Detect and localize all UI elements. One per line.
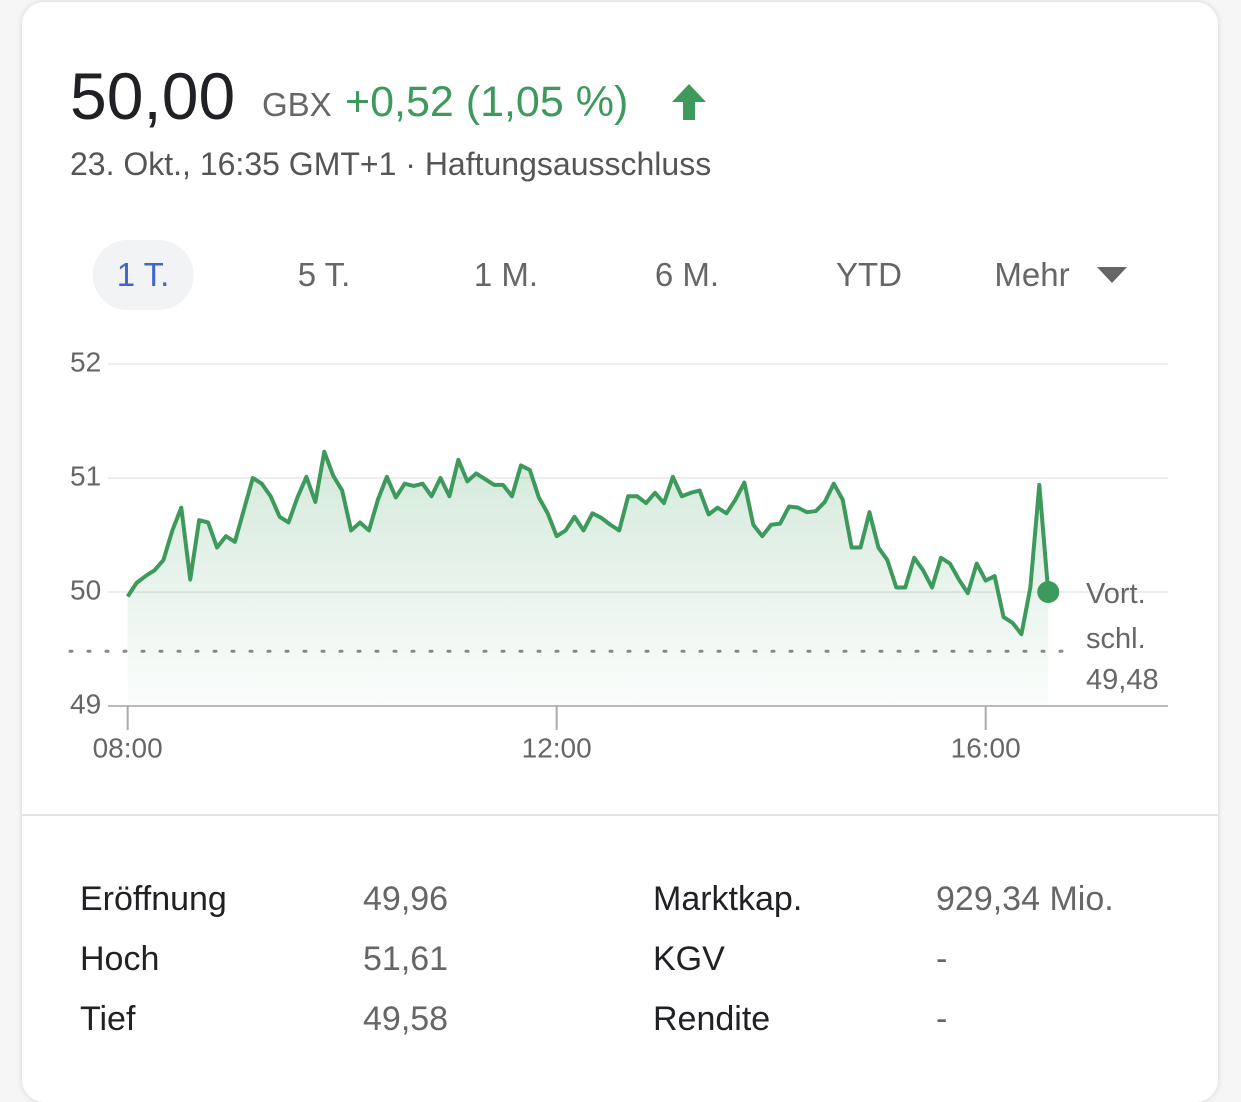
tab[interactable]: 6 M. [654, 256, 720, 293]
stat-cell: 49,58 [363, 1000, 449, 1038]
stat-cell: 49,96 [363, 880, 449, 918]
dropdown-caret [1097, 267, 1127, 283]
separator: · [405, 146, 416, 182]
stat-cell: KGV [653, 940, 725, 978]
timestamp: 23. Okt., 16:35 GMT+1 [70, 146, 397, 182]
tab[interactable]: Mehr [994, 256, 1070, 293]
x-tick-label: 12:00 [522, 732, 592, 763]
stat-cell: Hoch [80, 940, 160, 978]
page: 50,00 GBX +0,52 (1,05 %) 23. Okt., 16:35… [22, 59, 1218, 1038]
change: +0,52 (1,05 %) [345, 78, 629, 126]
divider [22, 814, 1218, 816]
stat-cell: - [936, 1000, 948, 1038]
disclaimer-link[interactable]: Haftungsausschluss [424, 146, 712, 182]
y-tick-label: 49 [70, 688, 101, 719]
chart: 49 50 51 52 08:00 12:00 16:00 [68, 346, 1168, 763]
previous-close-value: 49,48 [1086, 664, 1159, 696]
x-tick-label: 08:00 [93, 732, 163, 763]
stat-cell: - [936, 940, 948, 978]
y-tick-label: 51 [70, 460, 101, 491]
x-tick-label: 16:00 [951, 732, 1021, 763]
y-tick-label: 50 [70, 574, 101, 605]
stat-cell: 51,61 [363, 940, 449, 978]
tab[interactable]: 1 M. [473, 256, 539, 293]
stat-cell: Tief [80, 1000, 136, 1038]
stat-cell: 929,34 Mio. [936, 880, 1114, 918]
area-fill [127, 451, 1049, 706]
price: 50,00 [70, 59, 236, 133]
tab[interactable]: YTD [836, 256, 902, 293]
tab[interactable]: 5 T. [297, 256, 351, 293]
price-line [125, 449, 1051, 637]
y-tick-label: 52 [70, 346, 101, 377]
up-arrow [672, 84, 706, 120]
currency: GBX [262, 86, 332, 123]
last-point [1037, 581, 1060, 603]
tab[interactable]: 1 T. [92, 240, 194, 310]
stat-cell: Eröffnung [80, 880, 227, 918]
previous-close-label: Vort. schl. [1086, 578, 1146, 655]
stat-cell: Marktkap. [653, 880, 803, 918]
stat-cell: Rendite [653, 1000, 771, 1038]
timestamp-line: 23. Okt., 16:35 GMT+1 · Haftungsausschlu… [70, 146, 711, 183]
